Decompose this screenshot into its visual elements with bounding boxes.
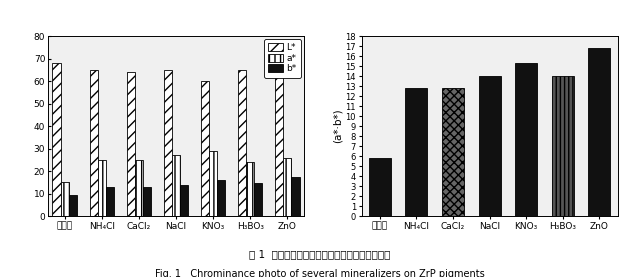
Bar: [515, 63, 537, 216]
Bar: [406, 88, 428, 216]
Bar: [479, 76, 500, 216]
Bar: [246, 162, 254, 216]
Bar: [172, 155, 180, 216]
Bar: [238, 70, 246, 216]
Legend: L*, a*, b*: L*, a*, b*: [264, 39, 301, 78]
Bar: [254, 183, 262, 216]
Y-axis label: (a*·b*): (a*·b*): [333, 109, 342, 143]
Bar: [588, 48, 611, 216]
Bar: [135, 160, 143, 216]
Bar: [61, 182, 68, 216]
Bar: [106, 187, 114, 216]
Bar: [127, 72, 135, 216]
Bar: [291, 177, 300, 216]
Bar: [369, 158, 391, 216]
Bar: [180, 184, 188, 216]
Text: 图 1  几种矿化剂对磷酸结型色料的色度値的影响: 图 1 几种矿化剂对磷酸结型色料的色度値的影响: [250, 249, 390, 259]
Bar: [98, 160, 106, 216]
Bar: [164, 70, 172, 216]
Bar: [275, 76, 284, 216]
Bar: [209, 151, 217, 216]
Bar: [552, 76, 573, 216]
Bar: [201, 81, 209, 216]
Bar: [284, 158, 291, 216]
Bar: [143, 187, 151, 216]
Text: Fig. 1   Chrominance photo of several mineralizers on ZrP pigments: Fig. 1 Chrominance photo of several mine…: [155, 269, 485, 277]
Bar: [52, 63, 61, 216]
Bar: [217, 180, 225, 216]
Bar: [442, 88, 464, 216]
Bar: [68, 195, 77, 216]
Bar: [90, 70, 98, 216]
